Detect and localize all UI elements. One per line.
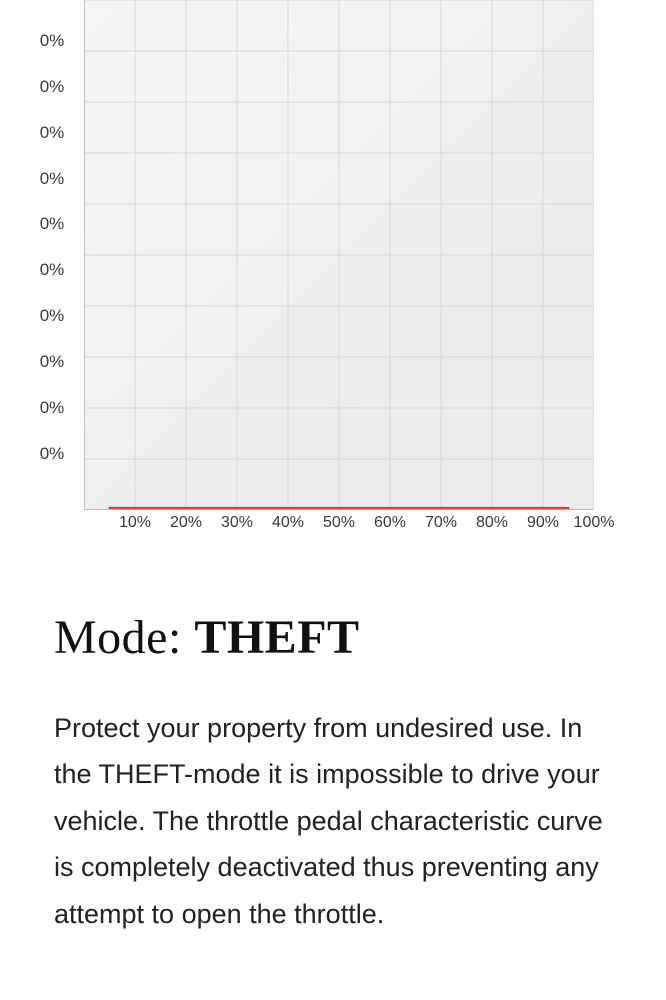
chart-y-tick-label: 0% (24, 398, 80, 418)
chart-svg (84, 0, 594, 510)
chart-y-tick-label: 0% (24, 444, 80, 464)
chart-y-tick-label: 0% (24, 31, 80, 51)
chart-y-tick-label: 0% (24, 169, 80, 189)
page: 0% 0% 0% 0% 0% 0% 0% 0% 0% 0% 10% 20% 30% 40% 50% 60% 7… (0, 0, 666, 1000)
chart-x-tick-label: 60% (374, 514, 406, 532)
chart-y-labels: 0% 0% 0% 0% 0% 0% 0% 0% 0% 0% (24, 0, 80, 510)
chart-y-tick-label: 0% (24, 214, 80, 234)
chart-y-tick-label: 0% (24, 352, 80, 372)
chart-y-tick-label: 0% (24, 260, 80, 280)
mode-heading: Mode: THEFT (54, 610, 614, 665)
chart-y-tick-label: 0% (24, 77, 80, 97)
description-section: Mode: THEFT Protect your property from u… (54, 610, 614, 937)
chart-x-tick-label: 80% (476, 514, 508, 532)
chart-x-tick-label: 20% (170, 514, 202, 532)
chart-x-tick-label: 90% (527, 514, 559, 532)
mode-heading-value: THEFT (194, 611, 359, 664)
mode-heading-prefix: Mode: (54, 611, 194, 664)
throttle-chart: 0% 0% 0% 0% 0% 0% 0% 0% 0% 0% 10% 20% 30% 40% 50% 60% 7… (24, 0, 594, 540)
chart-x-tick-label: 50% (323, 514, 355, 532)
chart-plot (84, 0, 594, 510)
chart-x-tick-label: 40% (272, 514, 304, 532)
chart-x-labels: 10%20%30%40%50%60%70%80%90%100% (84, 514, 596, 538)
chart-y-tick-label: 0% (24, 306, 80, 326)
chart-x-tick-label: 100% (574, 514, 615, 532)
chart-x-tick-label: 30% (221, 514, 253, 532)
mode-description: Protect your property from undesired use… (54, 705, 614, 937)
chart-x-tick-label: 10% (119, 514, 151, 532)
chart-x-tick-label: 70% (425, 514, 457, 532)
chart-y-tick-label: 0% (24, 123, 80, 143)
